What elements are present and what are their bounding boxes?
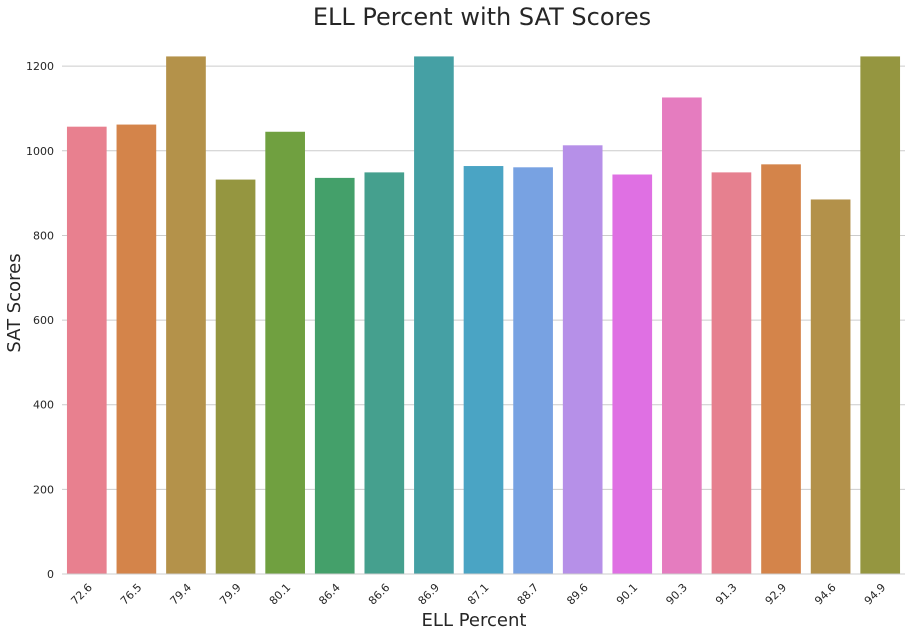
x-tick-label: 90.3 xyxy=(663,581,690,608)
x-tick-label: 92.9 xyxy=(763,581,790,608)
bar-86.9 xyxy=(414,56,454,575)
x-tick-label: 86.6 xyxy=(366,581,393,608)
bar-72.6 xyxy=(66,126,107,574)
x-tick-label: 76.5 xyxy=(118,581,145,608)
bar-94.6 xyxy=(810,199,851,574)
x-tick-label: 86.4 xyxy=(316,581,343,608)
bar-90.3 xyxy=(662,97,702,574)
x-tick-layer: 72.6 76.5 79.4 79.9 80.1 86.4 86.6 86.9 87.1 88.7… xyxy=(68,581,888,608)
bar-94.9 xyxy=(860,56,901,575)
y-axis-label: SAT Scores xyxy=(4,253,25,352)
bar-79.4 xyxy=(166,56,206,575)
bar-76.5 xyxy=(116,124,157,575)
x-tick-label: 87.1 xyxy=(465,581,492,608)
x-tick-label: 88.7 xyxy=(515,581,542,608)
bar-87.1 xyxy=(463,166,504,574)
y-tick-label: 400 xyxy=(33,399,54,412)
x-tick-label: 90.1 xyxy=(614,581,641,608)
x-tick-label: 86.9 xyxy=(416,581,443,608)
bar-92.9 xyxy=(761,164,801,574)
bar-88.7 xyxy=(513,167,553,574)
x-tick-label: 89.6 xyxy=(564,581,591,608)
y-tick-layer: 0 200 400 600 800 1000 1200 xyxy=(26,60,54,581)
y-tick-label: 0 xyxy=(47,568,54,581)
x-tick-label: 94.9 xyxy=(862,581,889,608)
x-tick-label: 79.9 xyxy=(217,581,244,608)
x-tick-label: 94.6 xyxy=(812,581,839,608)
y-tick-label: 1200 xyxy=(26,60,54,73)
x-tick-label: 72.6 xyxy=(68,581,95,608)
bar-89.6 xyxy=(562,145,603,574)
x-tick-label: 91.3 xyxy=(713,581,740,608)
bar-layer xyxy=(66,56,901,575)
bar-86.6 xyxy=(364,172,405,575)
bar-91.3 xyxy=(711,172,752,575)
bar-80.1 xyxy=(265,131,305,575)
y-tick-label: 1000 xyxy=(26,145,54,158)
bar-90.1 xyxy=(612,174,653,574)
x-tick-label: 79.4 xyxy=(168,581,195,608)
bar-86.4 xyxy=(314,177,355,574)
x-axis-label: ELL Percent xyxy=(422,610,527,631)
y-tick-label: 800 xyxy=(33,229,54,242)
x-tick-label: 80.1 xyxy=(267,581,294,608)
chart-title: ELL Percent with SAT Scores xyxy=(313,3,651,31)
y-tick-label: 600 xyxy=(33,314,54,327)
bar-79.9 xyxy=(215,179,256,574)
y-tick-label: 200 xyxy=(33,483,54,496)
